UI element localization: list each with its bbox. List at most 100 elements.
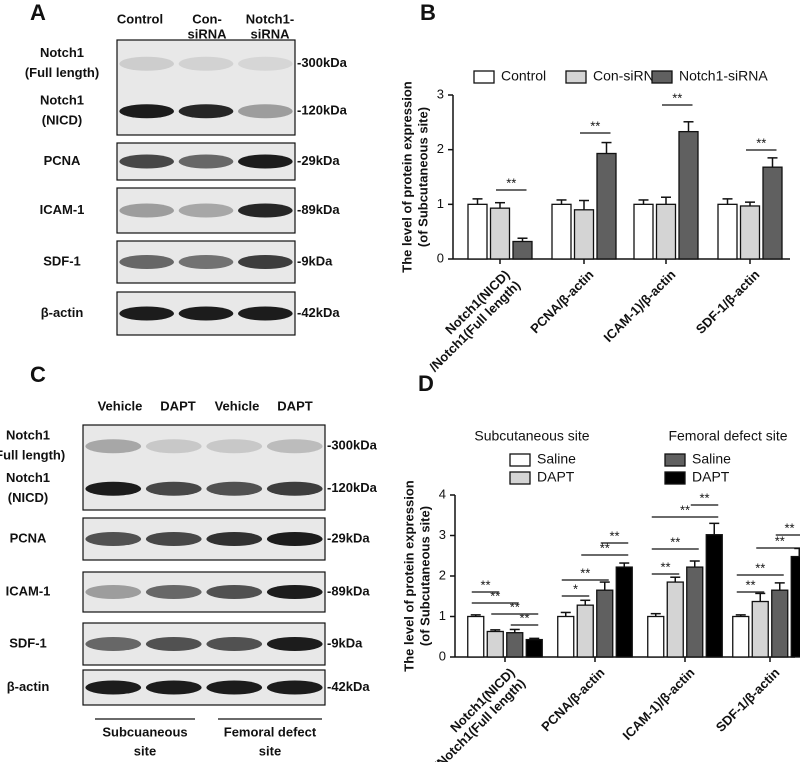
bar xyxy=(506,632,524,658)
significance-label: ** xyxy=(745,577,755,592)
row-label: β-actin xyxy=(41,305,84,320)
band xyxy=(85,439,142,454)
bar xyxy=(705,534,723,658)
band xyxy=(206,585,263,599)
blot-box xyxy=(116,39,296,136)
row-label: (Full length) xyxy=(25,65,99,80)
bar xyxy=(467,615,485,658)
legend-swatch xyxy=(565,70,587,84)
panel-letter: B xyxy=(420,0,436,25)
legend-label: DAPT xyxy=(692,469,730,485)
band xyxy=(266,585,323,599)
y-tick-label: 4 xyxy=(439,486,446,501)
panel-letter: D xyxy=(418,371,434,396)
bar xyxy=(686,566,704,658)
lane-label: Vehicle xyxy=(98,398,143,413)
x-tick-label: PCNA/β-actin xyxy=(527,267,596,336)
significance-label: ** xyxy=(670,534,680,549)
band xyxy=(266,637,323,651)
row-label: ICAM-1 xyxy=(6,583,51,598)
significance-label: ** xyxy=(672,90,682,105)
size-marker: -89kDa xyxy=(297,202,340,217)
band xyxy=(206,680,263,695)
bar xyxy=(647,615,665,658)
band xyxy=(178,104,234,119)
significance-label: ** xyxy=(510,599,520,614)
size-marker: -29kDa xyxy=(297,153,340,168)
group-label: Subcuaneous xyxy=(102,724,187,739)
bar xyxy=(557,615,575,658)
size-marker: -42kDa xyxy=(327,679,370,694)
y-tick-label: 2 xyxy=(437,141,444,156)
group-label: Femoral defect xyxy=(224,724,317,739)
bar xyxy=(615,566,633,658)
bar xyxy=(467,203,488,260)
x-tick-label: /Notch1(Full length) xyxy=(426,278,523,375)
significance-label: ** xyxy=(660,559,670,574)
band xyxy=(145,680,202,695)
band xyxy=(85,637,142,651)
band xyxy=(178,255,234,269)
blot-box xyxy=(82,424,326,511)
lane-label: Con- xyxy=(192,11,222,26)
significance-label: * xyxy=(573,581,578,596)
significance-label: ** xyxy=(490,588,500,603)
legend-swatch xyxy=(651,70,673,84)
band xyxy=(145,585,202,599)
bar xyxy=(596,152,617,260)
row-label: (Full length) xyxy=(0,448,65,463)
lane-label: siRNA xyxy=(250,26,290,41)
row-label: SDF-1 xyxy=(43,253,81,268)
group-label: site xyxy=(134,743,156,758)
y-axis-label: The level of protein expression xyxy=(401,480,416,671)
legend-label: Control xyxy=(501,68,546,84)
panel-letter: C xyxy=(30,362,46,387)
y-tick-label: 3 xyxy=(439,527,446,542)
legend-swatch xyxy=(473,70,495,84)
band xyxy=(85,585,142,599)
bar xyxy=(573,209,595,260)
lane-label: Notch1- xyxy=(246,11,294,26)
significance-label: ** xyxy=(775,533,785,548)
legend-swatch xyxy=(664,471,686,485)
legend-label: DAPT xyxy=(537,469,575,485)
panel-letter: A xyxy=(30,0,46,25)
lane-label: DAPT xyxy=(160,398,195,413)
band xyxy=(85,680,142,695)
bar xyxy=(596,589,614,658)
band xyxy=(266,481,323,496)
row-label: Notch1 xyxy=(6,428,50,443)
bar xyxy=(666,581,684,658)
band xyxy=(238,255,293,269)
band xyxy=(238,203,293,218)
significance-label: ** xyxy=(784,520,794,535)
size-marker: -120kDa xyxy=(297,103,348,118)
band xyxy=(145,439,202,454)
row-label: ICAM-1 xyxy=(40,202,85,217)
band xyxy=(206,439,263,454)
y-tick-label: 3 xyxy=(437,86,444,101)
band xyxy=(178,56,234,71)
y-axis-label: (of Subcutaneous site) xyxy=(415,107,430,247)
y-tick-label: 2 xyxy=(439,567,446,582)
bar xyxy=(717,203,738,260)
lane-label: siRNA xyxy=(187,26,227,41)
bar xyxy=(489,207,511,260)
band xyxy=(178,154,234,169)
band xyxy=(145,481,202,496)
row-label: PCNA xyxy=(10,530,47,545)
y-axis-label: The level of protein expression xyxy=(399,81,414,272)
x-tick-label: SDF-1/β-actin xyxy=(713,665,783,735)
y-tick-label: 0 xyxy=(439,648,446,663)
bar xyxy=(576,604,594,658)
significance-label: ** xyxy=(480,577,490,592)
bar xyxy=(739,205,761,260)
legend-group-title: Femoral defect site xyxy=(668,428,787,444)
significance-label: ** xyxy=(580,565,590,580)
row-label: Notch1 xyxy=(6,470,50,485)
band xyxy=(238,306,293,321)
size-marker: -29kDa xyxy=(327,530,370,545)
legend-label: Saline xyxy=(692,451,731,467)
significance-label: ** xyxy=(609,528,619,543)
